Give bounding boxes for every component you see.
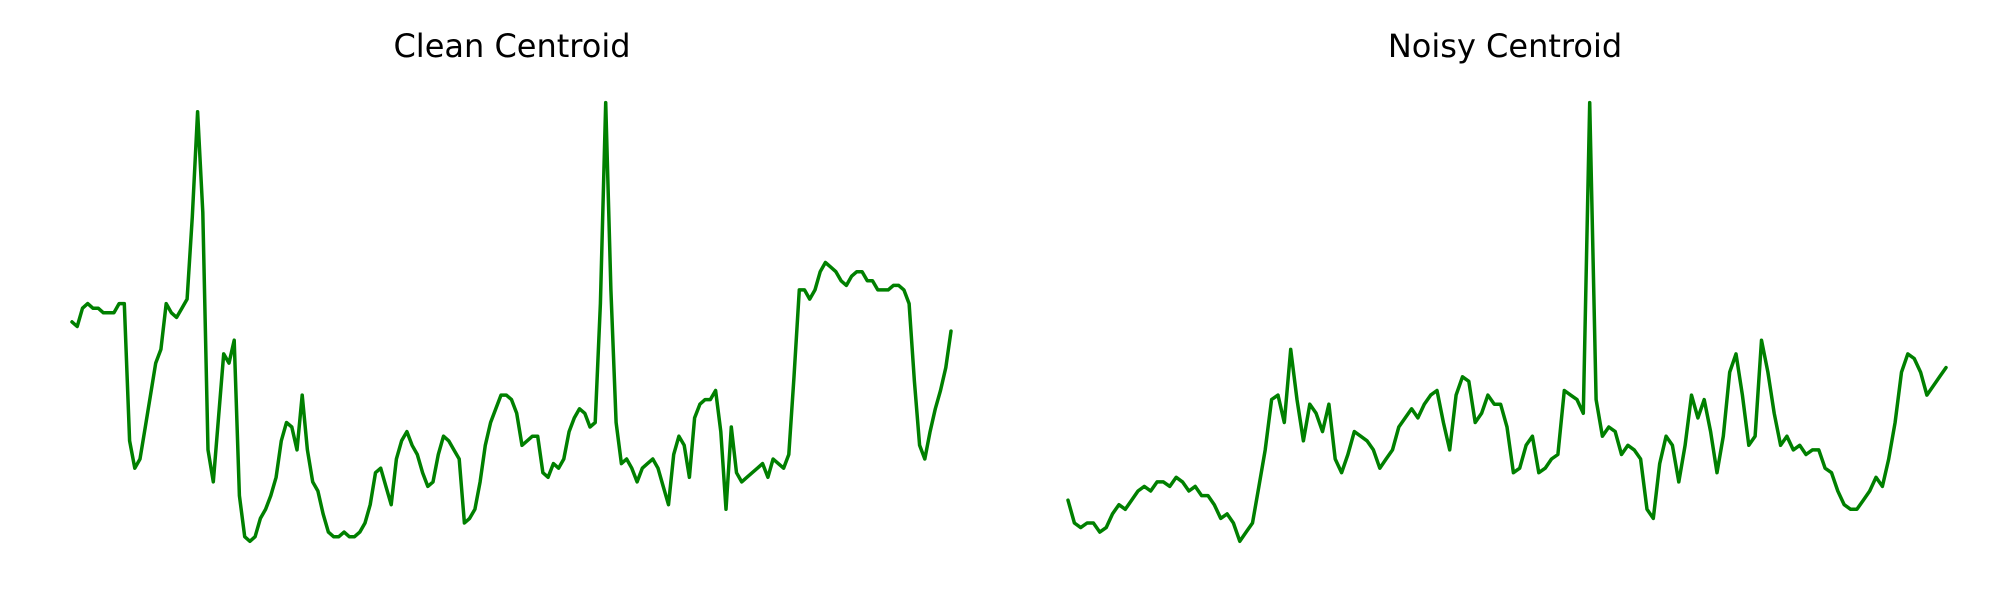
clean-centroid-title: Clean Centroid xyxy=(393,27,630,65)
noisy-centroid-series-line xyxy=(1066,100,1948,544)
noisy-centroid-title: Noisy Centroid xyxy=(1388,27,1622,65)
clean-centroid-panel: Clean Centroid xyxy=(70,27,953,544)
clean-centroid-series-line xyxy=(70,100,953,544)
noisy-centroid-panel: Noisy Centroid xyxy=(1066,27,1948,544)
